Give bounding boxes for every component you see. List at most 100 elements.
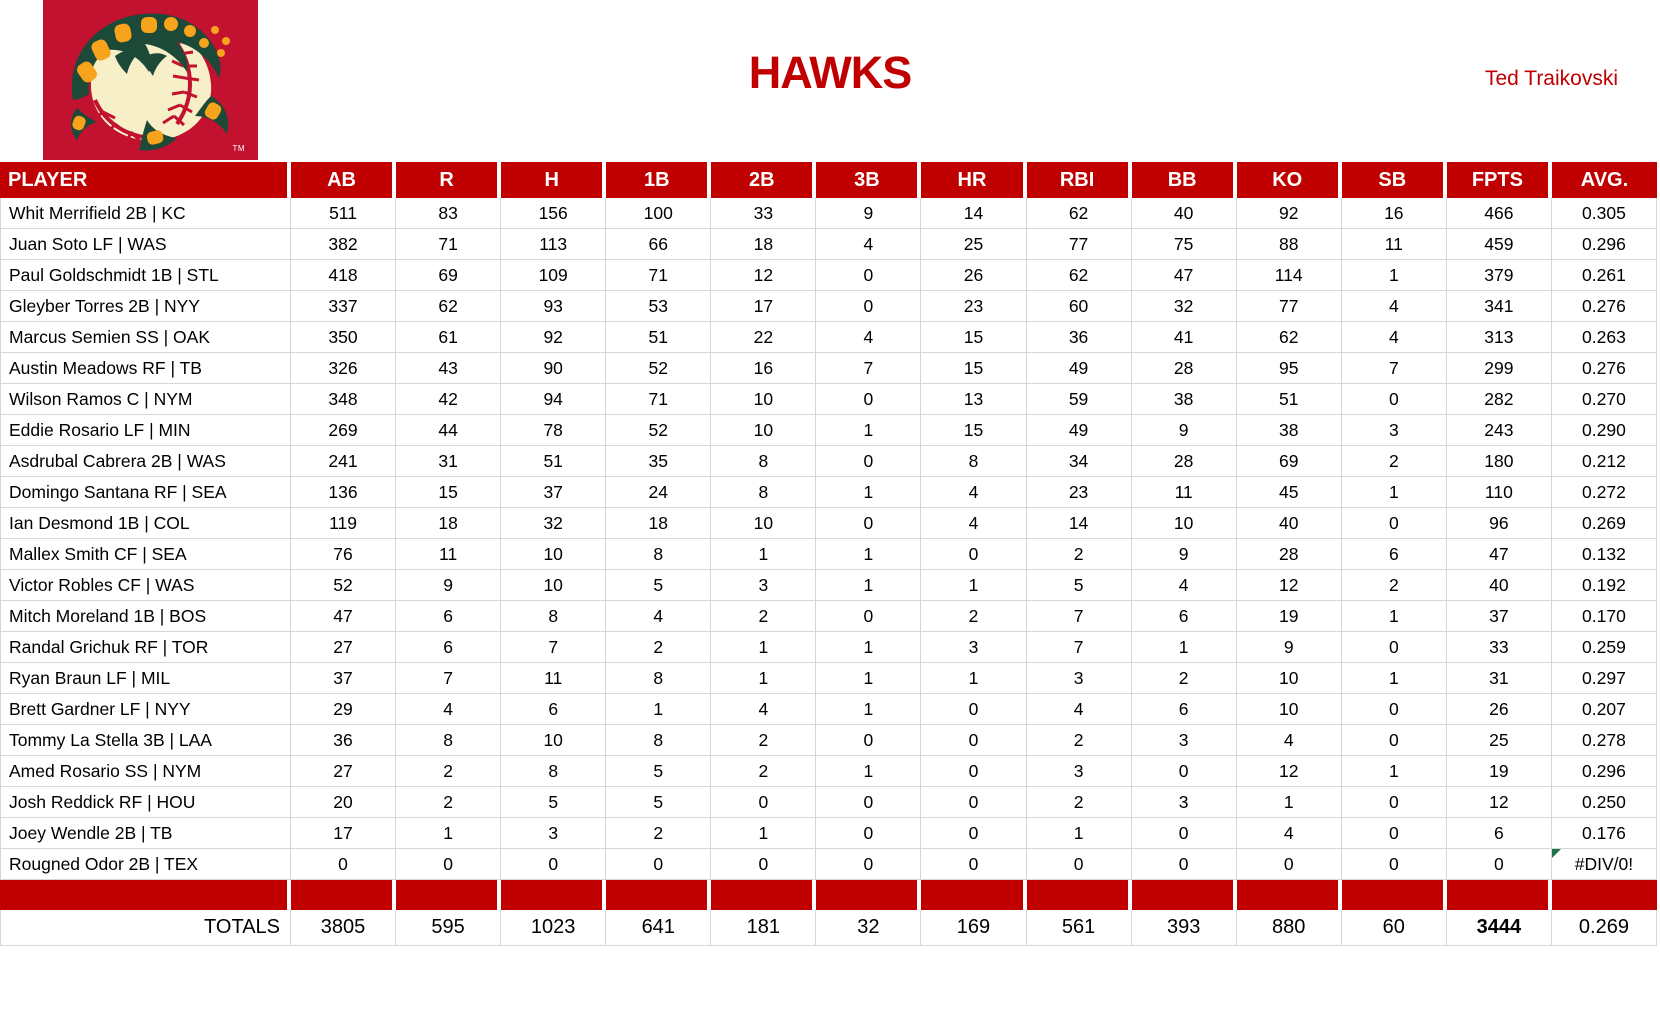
totals-label-cell[interactable]: TOTALS xyxy=(0,910,291,946)
stat-cell-fpts[interactable]: 26 xyxy=(1446,694,1552,725)
stat-cell-1b[interactable]: 0 xyxy=(606,849,712,880)
player-name-cell[interactable]: Whit Merrifield 2B | KC xyxy=(0,198,291,229)
stat-cell-ko[interactable]: 114 xyxy=(1236,260,1342,291)
stat-cell-hr[interactable]: 15 xyxy=(921,415,1027,446)
stat-cell-ko[interactable]: 4 xyxy=(1236,725,1342,756)
stat-cell-r[interactable]: 1 xyxy=(396,818,502,849)
stat-cell-h[interactable]: 10 xyxy=(501,570,607,601)
stat-cell-rbi[interactable]: 77 xyxy=(1026,229,1132,260)
stat-cell-fpts[interactable]: 19 xyxy=(1446,756,1552,787)
stat-cell-h[interactable]: 92 xyxy=(501,322,607,353)
stat-cell-fpts[interactable]: 379 xyxy=(1446,260,1552,291)
stat-cell-hr[interactable]: 26 xyxy=(921,260,1027,291)
stat-cell-3b[interactable]: 7 xyxy=(816,353,922,384)
stat-cell-hr[interactable]: 0 xyxy=(921,756,1027,787)
stat-cell-ab[interactable]: 511 xyxy=(291,198,397,229)
stat-cell-r[interactable]: 31 xyxy=(396,446,502,477)
stat-cell-ab[interactable]: 52 xyxy=(291,570,397,601)
header-cell-ko[interactable]: KO xyxy=(1236,162,1342,198)
stat-cell-fpts[interactable]: 282 xyxy=(1446,384,1552,415)
stat-cell-3b[interactable]: 1 xyxy=(816,539,922,570)
stat-cell-1b[interactable]: 5 xyxy=(606,787,712,818)
stat-cell-ko[interactable]: 40 xyxy=(1236,508,1342,539)
stat-cell-r[interactable]: 42 xyxy=(396,384,502,415)
stat-cell-rbi[interactable]: 5 xyxy=(1026,570,1132,601)
stat-cell-bb[interactable]: 0 xyxy=(1131,818,1237,849)
stat-cell-h[interactable]: 3 xyxy=(501,818,607,849)
stat-cell-rbi[interactable]: 2 xyxy=(1026,539,1132,570)
stat-cell-ab[interactable]: 326 xyxy=(291,353,397,384)
player-name-cell[interactable]: Ian Desmond 1B | COL xyxy=(0,508,291,539)
total-cell-bb[interactable]: 393 xyxy=(1131,910,1237,946)
stat-cell-2b[interactable]: 0 xyxy=(711,849,817,880)
stat-cell-fpts[interactable]: 466 xyxy=(1446,198,1552,229)
stat-cell-3b[interactable]: 1 xyxy=(816,477,922,508)
stat-cell-2b[interactable]: 10 xyxy=(711,508,817,539)
stat-cell-ab[interactable]: 37 xyxy=(291,663,397,694)
stat-cell-ko[interactable]: 0 xyxy=(1236,849,1342,880)
stat-cell-avg[interactable]: 0.276 xyxy=(1551,353,1657,384)
stat-cell-bb[interactable]: 40 xyxy=(1131,198,1237,229)
stat-cell-ab[interactable]: 27 xyxy=(291,632,397,663)
header-cell-hr[interactable]: HR xyxy=(921,162,1027,198)
stat-cell-hr[interactable]: 13 xyxy=(921,384,1027,415)
total-cell-2b[interactable]: 181 xyxy=(711,910,817,946)
stat-cell-3b[interactable]: 1 xyxy=(816,694,922,725)
stat-cell-2b[interactable]: 2 xyxy=(711,756,817,787)
stat-cell-r[interactable]: 71 xyxy=(396,229,502,260)
stat-cell-rbi[interactable]: 7 xyxy=(1026,601,1132,632)
player-name-cell[interactable]: Asdrubal Cabrera 2B | WAS xyxy=(0,446,291,477)
stat-cell-fpts[interactable]: 96 xyxy=(1446,508,1552,539)
player-name-cell[interactable]: Amed Rosario SS | NYM xyxy=(0,756,291,787)
stat-cell-hr[interactable]: 25 xyxy=(921,229,1027,260)
stat-cell-r[interactable]: 61 xyxy=(396,322,502,353)
stat-cell-bb[interactable]: 2 xyxy=(1131,663,1237,694)
stat-cell-3b[interactable]: 0 xyxy=(816,291,922,322)
stat-cell-rbi[interactable]: 2 xyxy=(1026,787,1132,818)
stat-cell-h[interactable]: 113 xyxy=(501,229,607,260)
total-cell-r[interactable]: 595 xyxy=(396,910,502,946)
stat-cell-avg[interactable]: 0.305 xyxy=(1551,198,1657,229)
stat-cell-sb[interactable]: 0 xyxy=(1341,787,1447,818)
stat-cell-sb[interactable]: 2 xyxy=(1341,446,1447,477)
stat-cell-3b[interactable]: 1 xyxy=(816,570,922,601)
header-cell-player[interactable]: PLAYER xyxy=(0,162,291,198)
stat-cell-h[interactable]: 0 xyxy=(501,849,607,880)
stat-cell-1b[interactable]: 2 xyxy=(606,632,712,663)
stat-cell-3b[interactable]: 0 xyxy=(816,787,922,818)
stat-cell-bb[interactable]: 9 xyxy=(1131,415,1237,446)
stat-cell-r[interactable]: 11 xyxy=(396,539,502,570)
stat-cell-fpts[interactable]: 243 xyxy=(1446,415,1552,446)
stat-cell-3b[interactable]: 0 xyxy=(816,508,922,539)
stat-cell-fpts[interactable]: 341 xyxy=(1446,291,1552,322)
stat-cell-sb[interactable]: 0 xyxy=(1341,818,1447,849)
stat-cell-sb[interactable]: 1 xyxy=(1341,756,1447,787)
stat-cell-r[interactable]: 83 xyxy=(396,198,502,229)
stat-cell-avg[interactable]: 0.296 xyxy=(1551,229,1657,260)
stat-cell-sb[interactable]: 4 xyxy=(1341,291,1447,322)
stat-cell-avg[interactable]: 0.269 xyxy=(1551,508,1657,539)
stat-cell-avg[interactable]: #DIV/0! xyxy=(1551,849,1657,880)
stat-cell-r[interactable]: 4 xyxy=(396,694,502,725)
stat-cell-sb[interactable]: 0 xyxy=(1341,694,1447,725)
stat-cell-h[interactable]: 10 xyxy=(501,539,607,570)
stat-cell-ab[interactable]: 76 xyxy=(291,539,397,570)
stat-cell-1b[interactable]: 66 xyxy=(606,229,712,260)
total-cell-sb[interactable]: 60 xyxy=(1341,910,1447,946)
stat-cell-avg[interactable]: 0.250 xyxy=(1551,787,1657,818)
stat-cell-sb[interactable]: 4 xyxy=(1341,322,1447,353)
stat-cell-ab[interactable]: 27 xyxy=(291,756,397,787)
player-name-cell[interactable]: Paul Goldschmidt 1B | STL xyxy=(0,260,291,291)
stat-cell-hr[interactable]: 15 xyxy=(921,322,1027,353)
stat-cell-r[interactable]: 6 xyxy=(396,632,502,663)
stat-cell-1b[interactable]: 53 xyxy=(606,291,712,322)
player-name-cell[interactable]: Josh Reddick RF | HOU xyxy=(0,787,291,818)
stat-cell-r[interactable]: 69 xyxy=(396,260,502,291)
stat-cell-sb[interactable]: 1 xyxy=(1341,477,1447,508)
stat-cell-ab[interactable]: 20 xyxy=(291,787,397,818)
stat-cell-r[interactable]: 43 xyxy=(396,353,502,384)
stat-cell-fpts[interactable]: 313 xyxy=(1446,322,1552,353)
player-name-cell[interactable]: Austin Meadows RF | TB xyxy=(0,353,291,384)
stat-cell-1b[interactable]: 71 xyxy=(606,384,712,415)
stat-cell-3b[interactable]: 0 xyxy=(816,725,922,756)
